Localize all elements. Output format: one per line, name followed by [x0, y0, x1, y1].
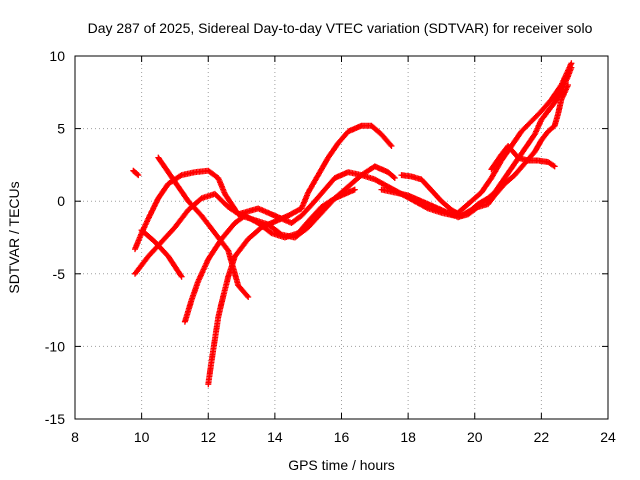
series-arc-4: [138, 227, 185, 280]
axes: 8 10 12 14 16 18 20 22 24 -15 -10 -5 0 5 10: [45, 48, 616, 445]
data-point-markers: [132, 60, 575, 253]
series-arc-7: [205, 122, 395, 388]
y-tick-label: -15: [45, 411, 65, 427]
series-arc-5: [155, 154, 252, 300]
chart-title: Day 287 of 2025, Sidereal Day-to-day VTE…: [88, 20, 593, 36]
x-tick-label: 24: [600, 429, 616, 445]
data-point-markers: [155, 154, 252, 300]
x-tick-label: 12: [200, 429, 216, 445]
data-point-markers: [181, 186, 358, 325]
data-point-markers: [138, 227, 185, 280]
x-tick-label: 20: [467, 429, 483, 445]
grid: [75, 56, 608, 419]
series-arc-2: [132, 60, 575, 253]
data-point-markers: [398, 64, 575, 219]
data-point-markers: [488, 143, 558, 173]
x-tick-label: 8: [71, 429, 79, 445]
y-axis-label: SDTVAR / TECUs: [6, 181, 22, 293]
y-tick-label: -5: [53, 266, 66, 282]
data-layer: [130, 60, 575, 388]
x-tick-label: 14: [267, 429, 283, 445]
series-arc-6: [181, 186, 358, 325]
data-point-markers: [130, 167, 142, 179]
y-tick-label: 5: [57, 121, 65, 137]
series-arc-10: [488, 143, 558, 173]
y-tick-label: -10: [45, 338, 65, 354]
x-tick-label: 16: [334, 429, 350, 445]
x-tick-label: 10: [134, 429, 150, 445]
x-tick-label: 18: [400, 429, 416, 445]
x-tick-label: 22: [534, 429, 550, 445]
y-tick-label: 10: [49, 48, 65, 64]
series-arc-1: [130, 167, 142, 179]
series-arc-8: [398, 64, 575, 219]
y-tick-label: 0: [57, 193, 65, 209]
data-point-markers: [205, 122, 395, 388]
x-axis-label: GPS time / hours: [288, 457, 395, 473]
